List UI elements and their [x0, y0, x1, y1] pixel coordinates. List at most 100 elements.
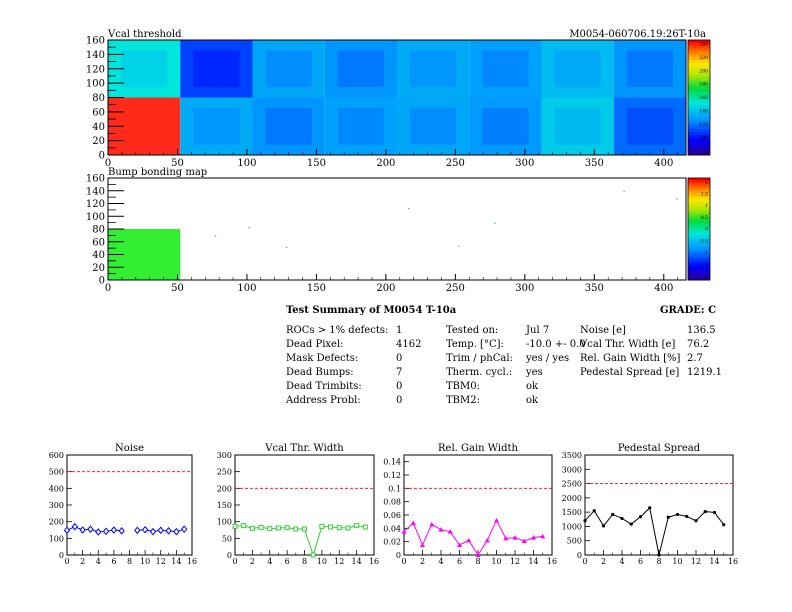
chart-title: Rel. Gain Width — [438, 443, 518, 454]
roc-tile — [410, 50, 457, 88]
data-point — [666, 515, 670, 519]
module-label: M0054-060706.19:26T-10a — [569, 29, 706, 40]
data-point — [638, 515, 643, 519]
plot-frame — [66, 454, 193, 556]
palette-band — [688, 117, 710, 121]
palette-band — [688, 94, 710, 98]
heatmap-title: Vcal threshold — [107, 29, 182, 40]
y-tick-label: 160 — [86, 174, 105, 185]
y-tick-label: 400 — [49, 484, 64, 493]
summary-chart: Noise 0 100 200 300 400 500 600 0 2 4 6 8 10 12 14 16 — [49, 443, 197, 566]
roc-tile — [554, 107, 601, 145]
x-tick-label: 300 — [515, 158, 534, 169]
roc-tile — [193, 107, 240, 145]
palette-label: 200 — [699, 68, 708, 74]
data-point — [540, 533, 546, 539]
summary-chart: Vcal Thr. Width 0 50 100 150 200 250 300 0 2 4 6 8 10… — [217, 443, 379, 566]
y-tick-label: 160 — [86, 36, 105, 47]
palette-label: 2 — [705, 180, 708, 186]
chart-title: Pedestal Spread — [618, 443, 701, 454]
dead-bump-dot — [676, 198, 678, 200]
palette-band — [688, 60, 710, 64]
y-tick-label: 40 — [92, 122, 105, 133]
palette-band — [688, 236, 710, 240]
palette-band — [688, 111, 710, 116]
y-tick-label: 200 — [49, 518, 64, 527]
roc-tile — [337, 107, 384, 145]
x-tick-label: 4 — [267, 557, 272, 566]
x-tick-label: 10 — [317, 557, 327, 566]
roc-tile — [626, 50, 673, 88]
palette-band — [688, 178, 710, 182]
y-tick-label: 120 — [86, 64, 105, 75]
summary-chart: Pedestal Spread 0 500 1000 1500 2000 2500 3000 3… — [562, 443, 738, 566]
x-tick-label: 14 — [171, 557, 181, 566]
y-tick-label: 200 — [217, 484, 232, 493]
palette-band — [688, 137, 710, 142]
y-tick-label: 0 — [99, 151, 105, 162]
x-tick-label: 16 — [728, 557, 738, 566]
data-point — [87, 525, 94, 533]
data-point — [345, 525, 351, 531]
dead-bump-dot — [458, 245, 460, 247]
y-tick-label: 100 — [86, 212, 105, 223]
y-tick-label: 0 — [396, 551, 401, 560]
palette-band — [688, 208, 710, 212]
palette-frame — [687, 177, 711, 281]
x-tick-label: 6 — [457, 557, 462, 566]
y-tick-label: 0 — [577, 551, 582, 560]
palette-band — [688, 190, 710, 194]
x-tick-label: 16 — [369, 557, 379, 566]
y-tick-label: 120 — [86, 199, 105, 210]
palette-label: 140 — [699, 108, 708, 114]
palette-band — [688, 185, 710, 189]
x-tick-label: 150 — [307, 158, 326, 169]
palette-band — [688, 83, 710, 87]
data-point — [611, 512, 615, 517]
x-tick-label: 0 — [232, 557, 237, 566]
x-tick-label: 0 — [105, 283, 111, 294]
y-tick-label: 0.04 — [383, 524, 401, 533]
y-tick-label: 2000 — [562, 494, 582, 503]
palette-band — [688, 65, 710, 70]
data-point — [601, 524, 606, 528]
palette-band — [688, 259, 710, 263]
x-tick-label: 0 — [64, 557, 69, 566]
data-point — [521, 538, 527, 543]
palette-band — [688, 129, 710, 133]
y-tick-label: 0.02 — [383, 538, 401, 547]
data-point — [712, 510, 717, 515]
x-tick-label: 12 — [691, 557, 701, 566]
roc-tile — [482, 107, 529, 145]
heatmap-title: Bump bonding map — [108, 167, 207, 178]
y-tick-label: 60 — [92, 107, 105, 118]
data-point — [648, 506, 652, 510]
x-tick-label: 400 — [654, 283, 673, 294]
palette-band — [688, 86, 710, 90]
dead-bump-dot — [623, 190, 625, 192]
data-point — [592, 509, 596, 513]
palette-band — [688, 57, 710, 61]
palette-band — [688, 274, 710, 278]
data-point — [420, 542, 425, 547]
data-point — [466, 537, 472, 543]
data-point — [267, 526, 273, 532]
palette-band — [688, 198, 710, 202]
data-point — [362, 524, 368, 530]
x-tick-label: 0 — [582, 557, 587, 566]
x-tick-label: 300 — [515, 283, 534, 294]
x-tick-label: 12 — [334, 557, 344, 566]
data-point — [503, 535, 509, 541]
x-tick-label: 2 — [601, 557, 606, 566]
palette-band — [688, 203, 710, 207]
palette-label: -0.5 — [699, 238, 708, 244]
x-tick-label: 16 — [187, 557, 197, 566]
series-line — [403, 519, 543, 556]
palette-band — [688, 180, 710, 184]
dead-bump-dot — [494, 222, 496, 224]
palette-label: 0.5 — [701, 215, 708, 221]
palette-band — [688, 140, 710, 144]
data-point — [410, 520, 416, 525]
y-tick-label: 3000 — [562, 465, 582, 474]
